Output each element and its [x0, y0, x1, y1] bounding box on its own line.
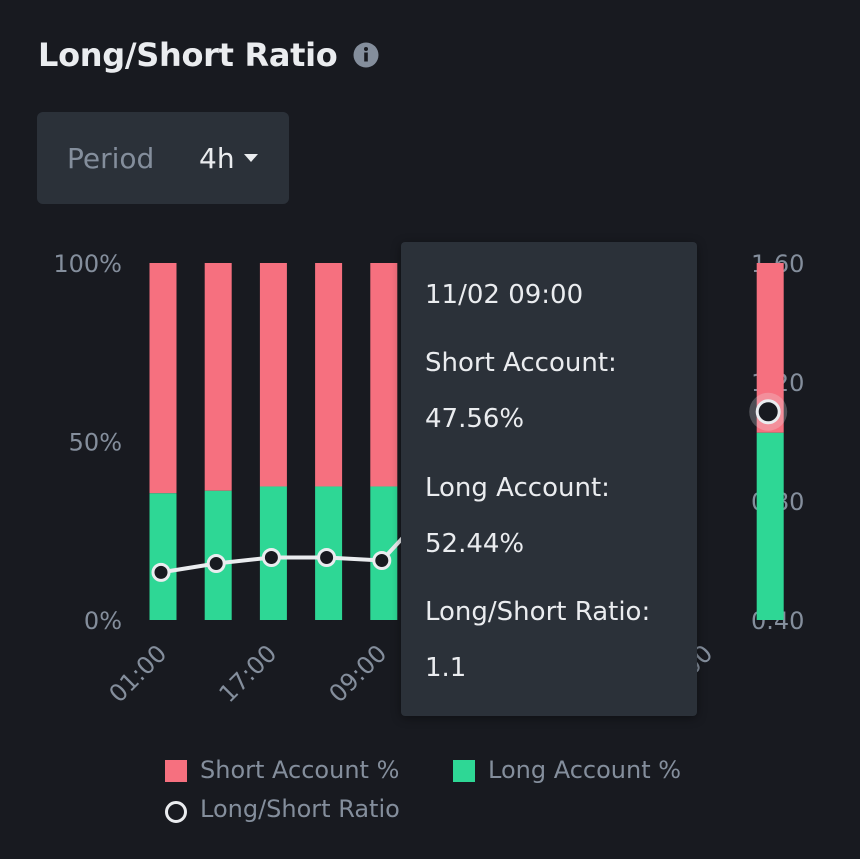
left-axis-tick: 50%: [69, 429, 122, 457]
info-circle-icon[interactable]: [353, 42, 379, 68]
legend-label-short[interactable]: Short Account %: [200, 756, 400, 784]
legend-label-long[interactable]: Long Account %: [488, 756, 682, 784]
short-bar: [315, 263, 343, 487]
caret-down-icon[interactable]: [243, 153, 259, 163]
short-bar: [204, 263, 232, 491]
period-selector[interactable]: Period 4h: [37, 112, 289, 204]
legend-label-ratio[interactable]: Long/Short Ratio: [200, 795, 400, 823]
legend-swatch-long: [453, 760, 475, 782]
period-value[interactable]: 4h: [199, 142, 235, 175]
ratio-point: [151, 562, 171, 582]
legend-swatch-ratio: [165, 801, 187, 823]
left-axis-tick: 100%: [53, 250, 122, 278]
ratio-point: [206, 553, 226, 573]
ratio-point: [261, 548, 281, 568]
tooltip-short-value: 47.56%: [425, 404, 525, 434]
tooltip-long-label: Long Account:: [425, 473, 610, 503]
ratio-point: [317, 548, 337, 568]
tooltip-ratio-label: Long/Short Ratio:: [425, 597, 651, 627]
chart-tooltip: 11/02 09:00 Short Account: 47.56% Long A…: [401, 242, 697, 716]
tooltip-short-label: Short Account:: [425, 348, 617, 378]
title-row: Long/Short Ratio: [38, 36, 379, 74]
tooltip-ratio-value: 1.1: [425, 653, 467, 683]
x-axis-tick: 09:00: [324, 639, 393, 708]
long-bar: [756, 432, 784, 620]
left-axis-tick: 0%: [84, 607, 122, 635]
short-bar: [149, 263, 177, 494]
page-title: Long/Short Ratio: [38, 36, 338, 74]
long-short-chart[interactable]: 100%50%0%1.601.200.800.4001:0017:0009:00…: [0, 220, 860, 740]
ratio-point: [755, 399, 781, 425]
tooltip-date: 11/02 09:00: [425, 280, 584, 310]
short-bar: [259, 263, 287, 487]
ratio-point: [372, 551, 392, 570]
short-bar: [370, 263, 398, 487]
x-axis-tick: 17:00: [214, 639, 283, 708]
period-label: Period: [67, 142, 155, 175]
x-axis-tick: 01:00: [104, 639, 173, 708]
tooltip-long-value: 52.44%: [425, 529, 525, 559]
long-bar: [149, 493, 177, 620]
legend-swatch-short: [165, 760, 187, 782]
